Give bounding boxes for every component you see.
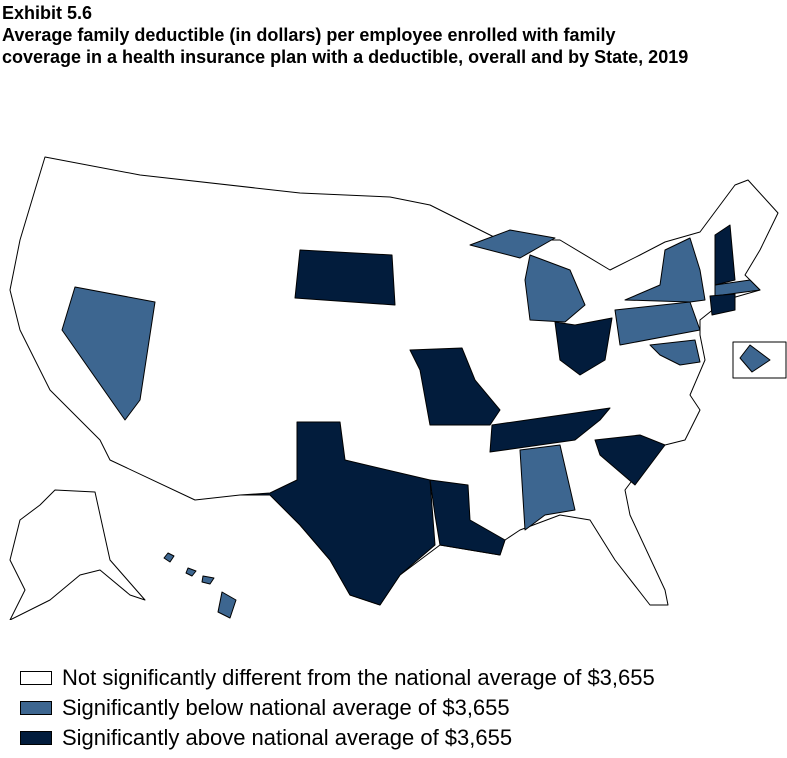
ohio — [554, 317, 613, 376]
header: Exhibit 5.6 Average family deductible (i… — [2, 2, 692, 68]
legend-swatch — [20, 701, 52, 715]
connecticut — [709, 293, 736, 316]
dc — [739, 344, 771, 373]
pennsylvania — [614, 301, 701, 346]
title: Average family deductible (in dollars) p… — [2, 25, 689, 67]
massachusetts — [714, 279, 761, 297]
south-dakota — [294, 249, 396, 306]
michigan — [524, 254, 586, 323]
maryland-delaware — [649, 339, 701, 366]
new-hampshire — [714, 224, 736, 286]
legend-label: Significantly below national average of … — [62, 695, 510, 720]
nevada — [61, 286, 156, 421]
legend-label: Not significantly different from the nat… — [62, 665, 655, 690]
legend-item: Significantly below national average of … — [20, 693, 655, 723]
alaska — [9, 489, 146, 620]
hawaii-2 — [185, 567, 197, 577]
us-map — [9, 156, 787, 620]
missouri — [409, 347, 501, 426]
new-york — [624, 237, 706, 303]
alabama — [519, 444, 576, 531]
legend-label: Significantly above national average of … — [62, 725, 513, 750]
hawaii-1 — [163, 552, 175, 563]
legend-swatch — [20, 731, 52, 745]
tennessee — [489, 407, 611, 453]
louisiana — [429, 479, 506, 556]
exhibit-label: Exhibit 5.6 — [2, 3, 93, 23]
legend-swatch — [20, 671, 52, 685]
hawaii-3 — [201, 575, 215, 585]
hawaii-4 — [217, 591, 237, 619]
legend: Not significantly different from the nat… — [20, 663, 655, 753]
texas — [239, 421, 436, 606]
legend-item: Significantly above national average of … — [20, 723, 655, 753]
michigan-upper — [469, 229, 556, 259]
legend-item: Not significantly different from the nat… — [20, 663, 655, 693]
south-carolina — [594, 434, 666, 486]
